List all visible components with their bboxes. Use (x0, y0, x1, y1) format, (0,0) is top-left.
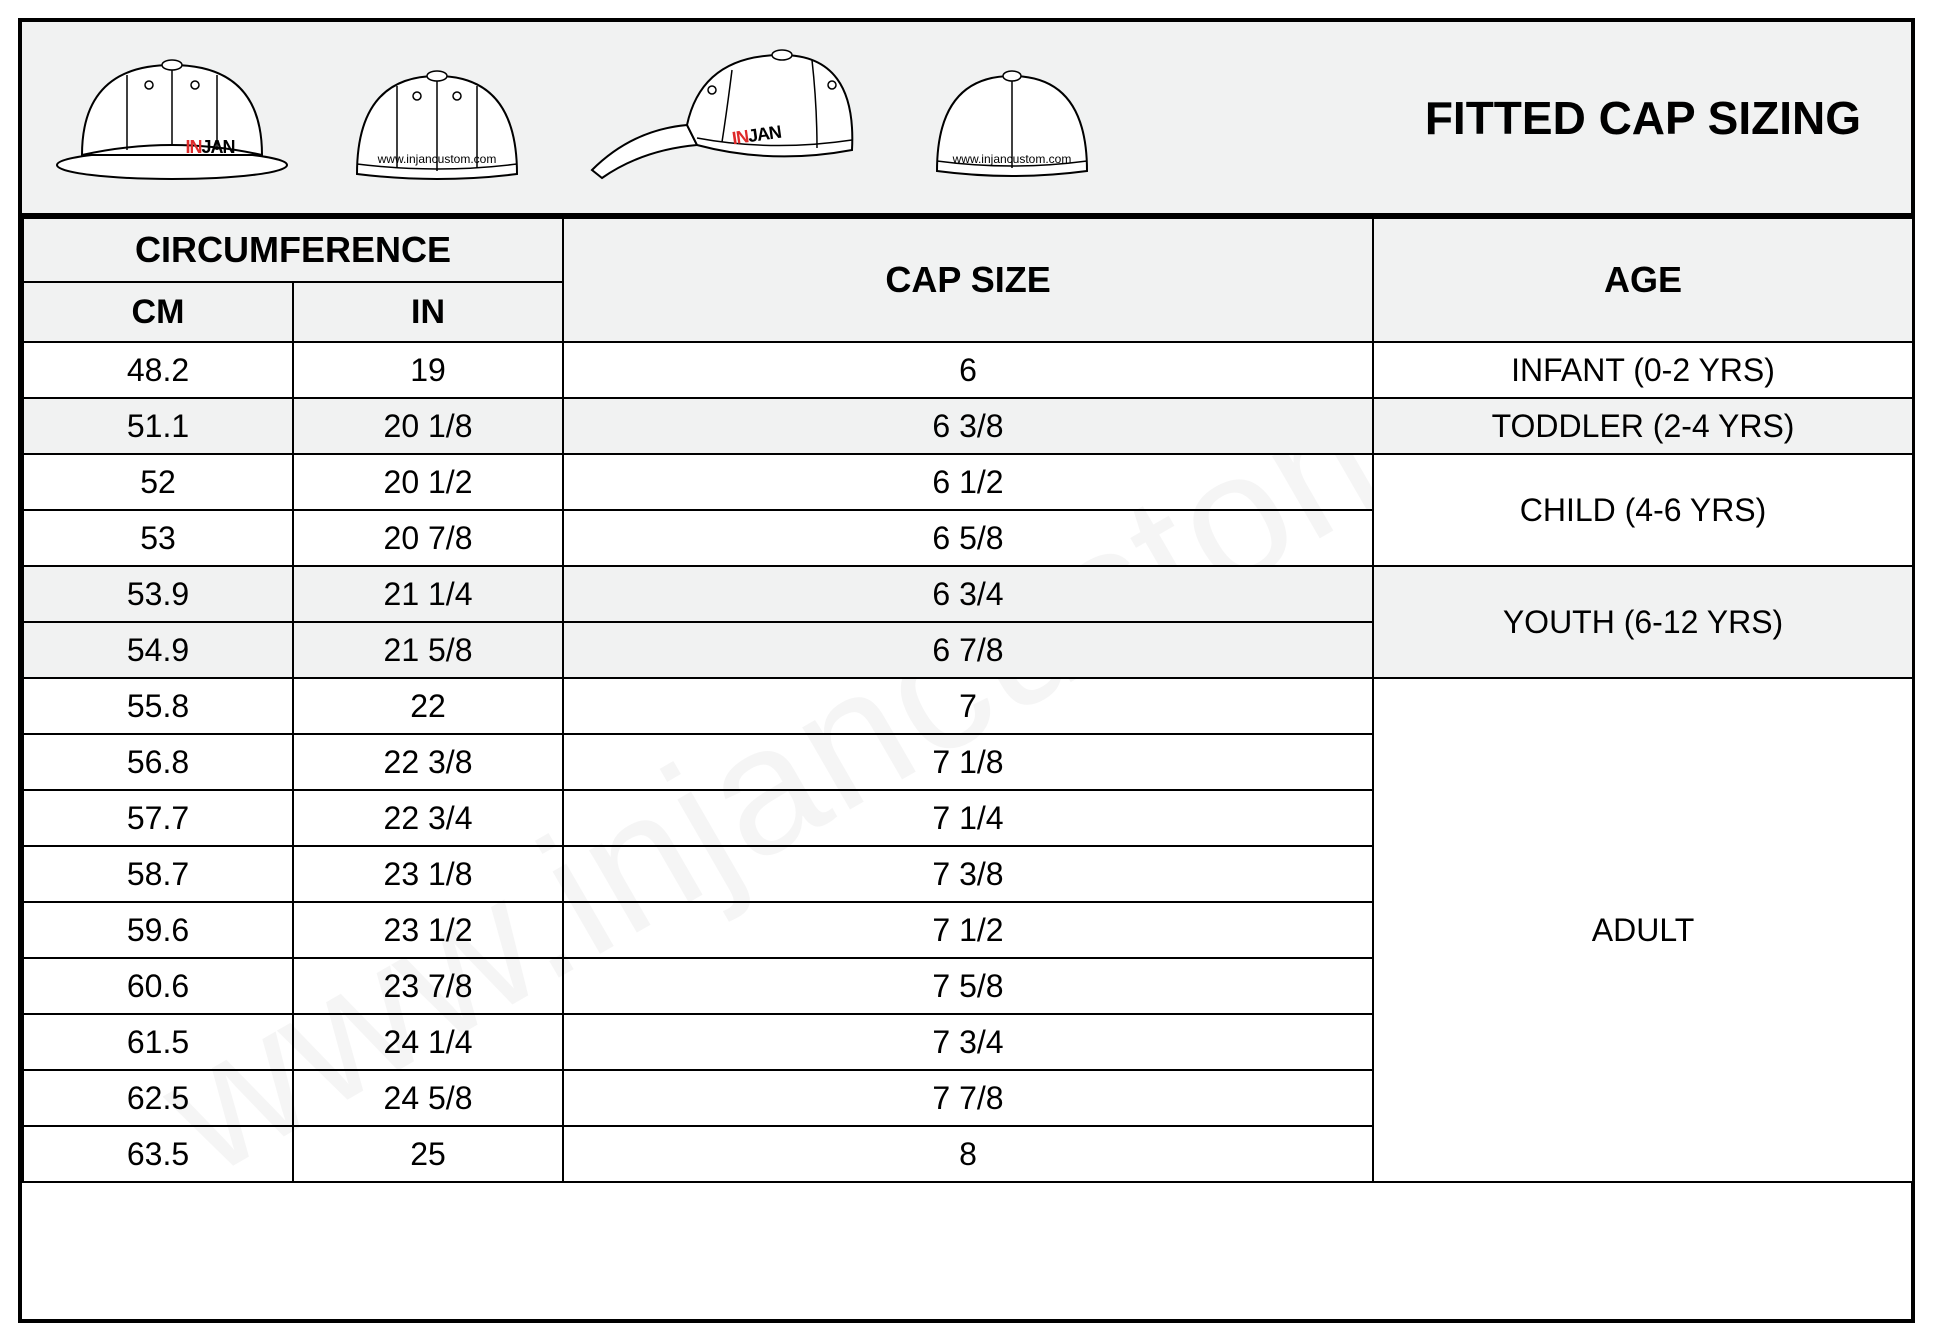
chart-title: FITTED CAP SIZING (1425, 91, 1881, 145)
header-age: AGE (1373, 218, 1913, 342)
cell-cm: 63.5 (23, 1126, 293, 1182)
cell-cm: 53 (23, 510, 293, 566)
cell-cap-size: 7 7/8 (563, 1070, 1373, 1126)
cell-cap-size: 7 5/8 (563, 958, 1373, 1014)
cell-cm: 56.8 (23, 734, 293, 790)
table-row: 51.120 1/86 3/8TODDLER (2-4 YRS) (23, 398, 1913, 454)
cell-cap-size: 7 1/4 (563, 790, 1373, 846)
cap-back-url: www.injancustom.com (378, 152, 497, 166)
cell-cap-size: 7 1/8 (563, 734, 1373, 790)
cap-plain-icon (922, 46, 1102, 196)
header-cap-size: CAP SIZE (563, 218, 1373, 342)
cell-cap-size: 6 (563, 342, 1373, 398)
cell-in: 25 (293, 1126, 563, 1182)
cell-cap-size: 7 1/2 (563, 902, 1373, 958)
cell-cm: 57.7 (23, 790, 293, 846)
chart-header: INJAN www.injancustom.com (22, 22, 1911, 217)
cell-cm: 55.8 (23, 678, 293, 734)
table-row: 55.8227ADULT (23, 678, 1913, 734)
cap-front-view: INJAN (52, 35, 292, 206)
cap-illustrations: INJAN www.injancustom.com (52, 30, 1425, 206)
cell-age: ADULT (1373, 678, 1913, 1182)
cap-back-view: www.injancustom.com (342, 46, 532, 206)
cap-back-icon (342, 46, 532, 196)
cell-cap-size: 7 3/8 (563, 846, 1373, 902)
cap-side-view: INJAN (582, 30, 872, 206)
cell-cm: 52 (23, 454, 293, 510)
cap-front-icon (52, 35, 292, 185)
table-row: 48.2196INFANT (0-2 YRS) (23, 342, 1913, 398)
cell-cm: 58.7 (23, 846, 293, 902)
table-row: 5220 1/26 1/2CHILD (4-6 YRS) (23, 454, 1913, 510)
cell-cm: 53.9 (23, 566, 293, 622)
cell-in: 22 3/8 (293, 734, 563, 790)
sizing-table-body: 48.2196INFANT (0-2 YRS)51.120 1/86 3/8TO… (23, 342, 1913, 1182)
header-in: IN (293, 282, 563, 342)
cell-in: 20 1/2 (293, 454, 563, 510)
cell-in: 23 7/8 (293, 958, 563, 1014)
cell-cap-size: 6 3/4 (563, 566, 1373, 622)
cell-in: 22 3/4 (293, 790, 563, 846)
cell-cap-size: 7 3/4 (563, 1014, 1373, 1070)
cell-age: INFANT (0-2 YRS) (1373, 342, 1913, 398)
cell-in: 19 (293, 342, 563, 398)
cell-in: 24 1/4 (293, 1014, 563, 1070)
cell-cm: 51.1 (23, 398, 293, 454)
cell-cm: 61.5 (23, 1014, 293, 1070)
sizing-table: CIRCUMFERENCE CAP SIZE AGE CM IN 48.2196… (22, 217, 1914, 1183)
table-row: 53.921 1/46 3/4YOUTH (6-12 YRS) (23, 566, 1913, 622)
logo-part-jan: JAN (747, 121, 782, 145)
cell-in: 24 5/8 (293, 1070, 563, 1126)
cap-plain-url: www.injancustom.com (953, 152, 1072, 166)
cell-cap-size: 8 (563, 1126, 1373, 1182)
cell-age: YOUTH (6-12 YRS) (1373, 566, 1913, 678)
cell-cm: 60.6 (23, 958, 293, 1014)
cell-cm: 48.2 (23, 342, 293, 398)
logo-part-jan: JAN (201, 137, 234, 157)
header-cm: CM (23, 282, 293, 342)
header-circumference: CIRCUMFERENCE (23, 218, 563, 282)
cap-front-logo: INJAN (185, 137, 234, 158)
cell-cap-size: 6 7/8 (563, 622, 1373, 678)
cell-cm: 54.9 (23, 622, 293, 678)
cell-in: 23 1/8 (293, 846, 563, 902)
cell-cm: 62.5 (23, 1070, 293, 1126)
cell-cap-size: 6 1/2 (563, 454, 1373, 510)
cell-cm: 59.6 (23, 902, 293, 958)
cell-in: 20 1/8 (293, 398, 563, 454)
cell-age: TODDLER (2-4 YRS) (1373, 398, 1913, 454)
cell-cap-size: 6 3/8 (563, 398, 1373, 454)
cell-cap-size: 6 5/8 (563, 510, 1373, 566)
cap-side-icon (582, 30, 872, 185)
cell-in: 20 7/8 (293, 510, 563, 566)
cell-age: CHILD (4-6 YRS) (1373, 454, 1913, 566)
cell-in: 22 (293, 678, 563, 734)
logo-part-in: IN (185, 137, 201, 157)
cell-in: 23 1/2 (293, 902, 563, 958)
cap-plain-view: www.injancustom.com (922, 46, 1102, 206)
cell-in: 21 5/8 (293, 622, 563, 678)
sizing-chart-frame: INJAN www.injancustom.com (18, 18, 1915, 1323)
cell-cap-size: 7 (563, 678, 1373, 734)
cell-in: 21 1/4 (293, 566, 563, 622)
